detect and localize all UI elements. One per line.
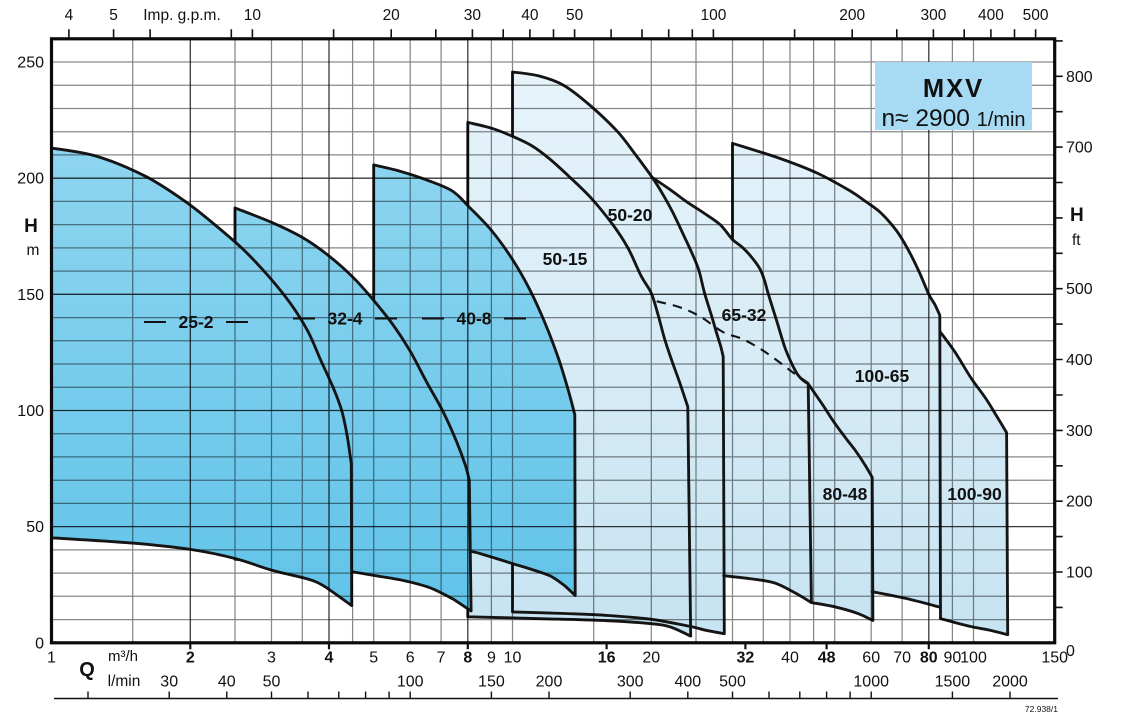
- svg-text:n≈ 2900 1/min: n≈ 2900 1/min: [881, 105, 1025, 132]
- svg-text:1500: 1500: [935, 674, 971, 691]
- svg-text:250: 250: [17, 55, 44, 72]
- svg-text:300: 300: [920, 7, 946, 24]
- svg-text:90: 90: [944, 650, 962, 667]
- svg-text:6: 6: [406, 650, 415, 667]
- svg-text:72.938/1: 72.938/1: [1025, 704, 1058, 714]
- svg-text:20: 20: [642, 650, 660, 667]
- svg-text:80-48: 80-48: [823, 484, 868, 504]
- svg-text:100-90: 100-90: [947, 484, 1002, 504]
- svg-text:40: 40: [218, 674, 236, 691]
- svg-text:4: 4: [65, 7, 74, 24]
- svg-text:10: 10: [244, 7, 262, 24]
- svg-text:l/min: l/min: [108, 673, 141, 690]
- svg-text:50-20: 50-20: [608, 205, 653, 225]
- svg-text:Imp. g.p.m.: Imp. g.p.m.: [143, 7, 221, 24]
- svg-text:50: 50: [26, 519, 44, 536]
- svg-text:70: 70: [893, 650, 911, 667]
- svg-text:5: 5: [109, 7, 118, 24]
- svg-text:20: 20: [383, 7, 401, 24]
- svg-text:32-4: 32-4: [327, 309, 362, 329]
- svg-text:3: 3: [267, 650, 276, 667]
- svg-text:50: 50: [566, 7, 584, 24]
- svg-text:1000: 1000: [853, 674, 889, 691]
- svg-text:100: 100: [960, 650, 987, 667]
- svg-text:30: 30: [464, 7, 482, 24]
- svg-text:H: H: [24, 216, 38, 237]
- svg-text:100-65: 100-65: [855, 366, 910, 386]
- svg-text:65-32: 65-32: [722, 305, 767, 325]
- svg-text:5: 5: [369, 650, 378, 667]
- svg-text:30: 30: [160, 674, 178, 691]
- svg-text:80: 80: [920, 650, 938, 667]
- svg-text:16: 16: [598, 650, 616, 667]
- svg-text:m³/h: m³/h: [108, 648, 138, 665]
- svg-text:200: 200: [536, 674, 563, 691]
- svg-text:100: 100: [1066, 565, 1093, 582]
- svg-text:300: 300: [617, 674, 644, 691]
- svg-text:32: 32: [737, 650, 755, 667]
- svg-text:200: 200: [839, 7, 865, 24]
- svg-text:50-15: 50-15: [543, 249, 588, 269]
- svg-text:2000: 2000: [992, 674, 1028, 691]
- svg-text:400: 400: [978, 7, 1004, 24]
- svg-text:500: 500: [1023, 7, 1049, 24]
- svg-text:25-2: 25-2: [178, 312, 213, 332]
- svg-text:150: 150: [17, 287, 44, 304]
- svg-text:1: 1: [47, 650, 56, 667]
- svg-text:700: 700: [1066, 140, 1093, 157]
- svg-text:40: 40: [521, 7, 539, 24]
- svg-text:H: H: [1070, 205, 1084, 226]
- svg-text:150: 150: [1041, 650, 1068, 667]
- svg-text:400: 400: [674, 674, 701, 691]
- svg-text:MXV: MXV: [923, 75, 984, 103]
- svg-text:100: 100: [700, 7, 726, 24]
- svg-text:50: 50: [263, 674, 281, 691]
- svg-text:100: 100: [397, 674, 424, 691]
- svg-text:40: 40: [781, 650, 799, 667]
- svg-text:4: 4: [325, 650, 334, 667]
- svg-text:40-8: 40-8: [456, 309, 491, 329]
- svg-text:48: 48: [818, 650, 836, 667]
- svg-text:800: 800: [1066, 69, 1093, 86]
- svg-text:500: 500: [1066, 281, 1093, 298]
- svg-text:7: 7: [437, 650, 446, 667]
- svg-text:200: 200: [17, 171, 44, 188]
- svg-text:500: 500: [719, 674, 746, 691]
- svg-text:10: 10: [504, 650, 522, 667]
- svg-text:8: 8: [463, 650, 472, 667]
- svg-text:0: 0: [1066, 643, 1075, 660]
- svg-text:200: 200: [1066, 494, 1093, 511]
- svg-text:60: 60: [862, 650, 880, 667]
- svg-text:300: 300: [1066, 423, 1093, 440]
- svg-text:m: m: [27, 242, 40, 259]
- svg-text:Q: Q: [79, 659, 95, 681]
- svg-text:400: 400: [1066, 352, 1093, 369]
- svg-text:ft: ft: [1072, 232, 1081, 249]
- svg-text:150: 150: [478, 674, 505, 691]
- svg-text:2: 2: [186, 650, 195, 667]
- svg-text:0: 0: [35, 635, 44, 652]
- svg-text:100: 100: [17, 403, 44, 420]
- svg-text:9: 9: [487, 650, 496, 667]
